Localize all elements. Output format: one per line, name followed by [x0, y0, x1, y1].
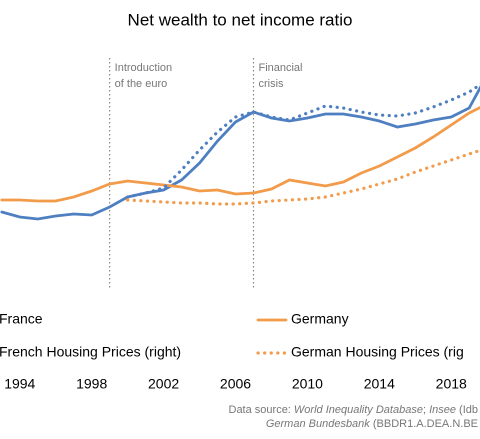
source-segment: Insee	[429, 404, 456, 416]
source-segment: German Bundesbank	[266, 418, 370, 430]
annotation-text: crisis	[258, 78, 284, 90]
source-segment: (BBDR1.A.DEA.N.BE	[370, 418, 478, 430]
x-tick-label: 2010	[292, 376, 323, 392]
legend-label: German Housing Prices (rig	[291, 344, 464, 360]
source-note: German Bundesbank (BBDR1.A.DEA.N.BE	[266, 418, 478, 430]
x-tick-label: 2006	[220, 376, 251, 392]
source-segment: World Inequality Database	[294, 404, 423, 416]
legend-label: France	[0, 311, 43, 327]
source-note: Data source: World Inequality Database; …	[229, 404, 479, 416]
x-tick-label: 2014	[364, 376, 395, 392]
series-line	[126, 82, 480, 199]
series-line	[0, 106, 480, 203]
source-segment: Data source:	[229, 404, 294, 416]
x-tick-label: 1994	[4, 376, 35, 392]
legend-label: Germany	[291, 311, 349, 327]
source-segment: ;	[423, 404, 429, 416]
chart-title: Net wealth to net income ratio	[128, 10, 353, 29]
series-line	[0, 85, 480, 221]
annotation-text: of the euro	[115, 78, 168, 90]
x-tick-label: 1998	[76, 376, 107, 392]
source-segment: (Idb	[456, 404, 478, 416]
plot-area	[0, 58, 480, 288]
annotation-text: Introduction	[115, 62, 172, 74]
series-line	[126, 148, 480, 206]
x-tick-label: 2002	[148, 376, 179, 392]
annotation-text: Financial	[258, 62, 302, 74]
legend-label: French Housing Prices (right)	[0, 344, 181, 360]
x-tick-label: 2018	[436, 376, 467, 392]
